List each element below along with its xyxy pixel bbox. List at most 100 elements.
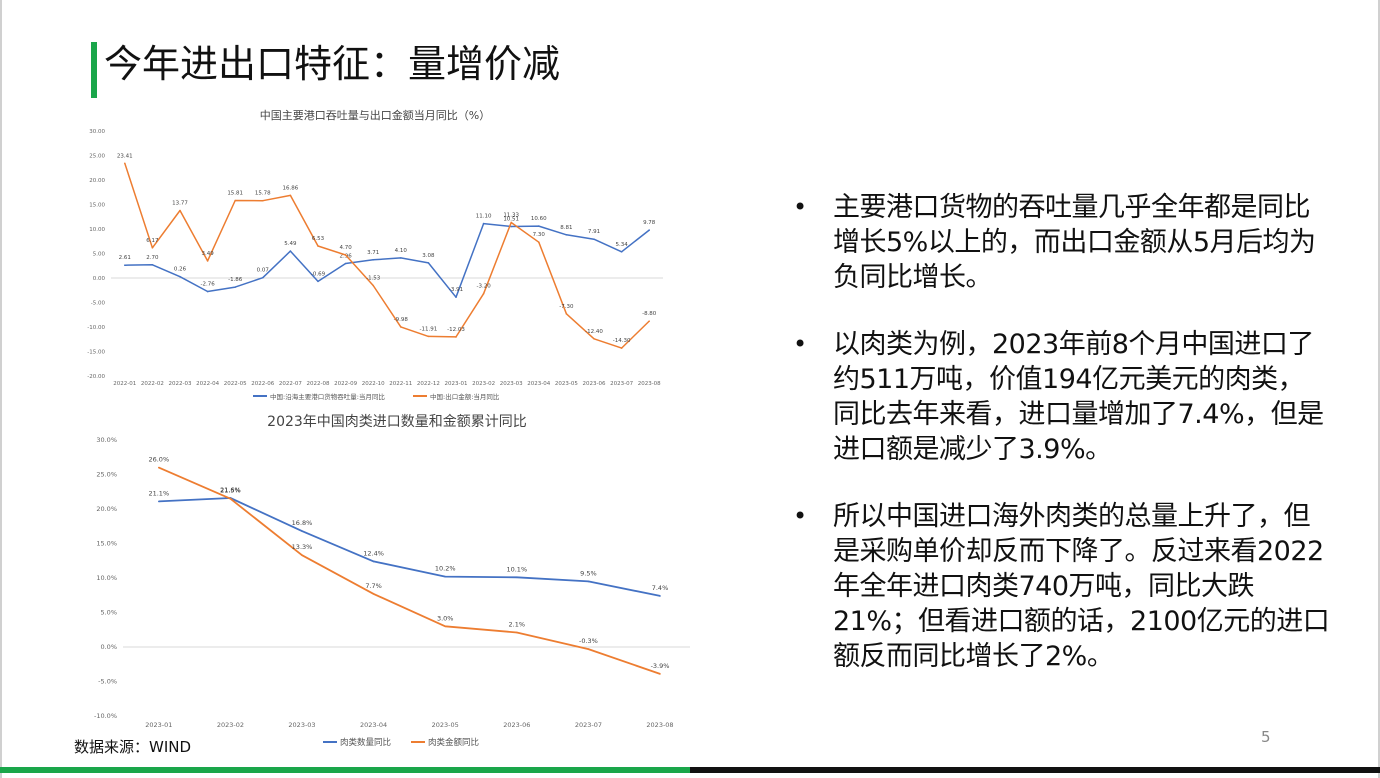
data-label: -14.30 (613, 338, 631, 344)
y-tick-label: -20.00 (87, 374, 105, 380)
y-tick-label: 0.00 (93, 276, 106, 282)
data-label: 16.8% (292, 519, 313, 527)
data-point (317, 280, 319, 283)
data-label: 15.81 (227, 191, 243, 197)
data-label: 3.49 (201, 251, 214, 257)
x-tick-label: 2023-08 (638, 381, 661, 387)
y-tick-label: -5.0% (98, 678, 117, 686)
bullet-dot-icon: • (793, 502, 807, 530)
data-label: 6.53 (312, 236, 325, 242)
x-tick-label: 2022-11 (389, 381, 412, 387)
data-point (289, 194, 292, 197)
data-point (565, 312, 568, 315)
x-tick-label: 2023-07 (610, 381, 633, 387)
series-line-blue (124, 222, 650, 298)
data-point (587, 580, 590, 583)
data-label: -3.20 (476, 284, 491, 290)
y-tick-label: 25.0% (96, 471, 117, 479)
chart-title: 2023年中国肉类进口数量和金额累计同比 (267, 414, 527, 430)
data-point (400, 257, 402, 259)
data-label: 2.70 (146, 255, 159, 261)
bullet-item: • 所以中国进口海外肉类的总量上升了，但是采购单价却反而下降了。反过来看2022… (790, 499, 1330, 674)
y-tick-label: 15.00 (89, 203, 105, 209)
legend-label: 中国:出口金额:当月同比 (430, 392, 500, 401)
y-tick-label: 25.00 (89, 154, 105, 160)
data-label: 8.81 (560, 225, 572, 231)
data-label: 10.51 (503, 217, 519, 223)
y-tick-label: -5.00 (91, 301, 106, 307)
x-tick-label: 2022-05 (224, 381, 247, 387)
data-label: 0.07 (257, 268, 270, 274)
y-tick-label: 15.0% (96, 540, 117, 548)
data-label: -12.03 (447, 327, 465, 333)
data-label: 7.4% (652, 584, 669, 592)
data-label: 11.10 (476, 214, 492, 220)
x-tick-label: 2022-02 (141, 381, 164, 387)
y-tick-label: 10.0% (96, 574, 117, 582)
data-point (516, 576, 518, 579)
data-label: -12.40 (585, 329, 603, 335)
data-point (229, 497, 232, 500)
series-line-blue (158, 497, 661, 597)
data-label: -3.91 (449, 287, 463, 293)
legend-label: 中国:沿海主要港口货物吞吐量:当月同比 (270, 392, 385, 401)
page-number: 5 (1261, 728, 1271, 746)
data-label: 6.17 (146, 238, 159, 244)
data-label: -0.3% (579, 637, 598, 645)
data-label: -11.91 (420, 326, 438, 332)
legend-label: 肉类金额同比 (428, 737, 479, 748)
slide-right-border (1378, 0, 1380, 778)
data-point (262, 199, 264, 202)
legend-label: 肉类数量同比 (340, 737, 391, 748)
data-label: 0.26 (174, 267, 187, 273)
data-point (372, 593, 375, 595)
data-point (444, 625, 447, 628)
bullet-dot-icon: • (793, 330, 807, 358)
data-label: -1.86 (228, 277, 243, 283)
data-point (538, 225, 540, 227)
footer-green-bar (0, 767, 690, 773)
data-point (317, 245, 319, 247)
x-tick-label: 2023-07 (575, 721, 602, 729)
y-tick-label: -10.00 (87, 325, 105, 331)
y-tick-label: 30.0% (96, 436, 117, 444)
data-point (234, 199, 236, 202)
data-point (301, 554, 303, 557)
data-point (659, 595, 661, 597)
data-label: 5.49 (284, 241, 297, 247)
data-point (400, 326, 402, 328)
data-label: 21.6% (220, 486, 241, 494)
x-tick-label: 2022-10 (362, 381, 385, 387)
data-label: 3.71 (367, 250, 379, 256)
y-tick-label: 20.0% (96, 505, 117, 513)
data-label: 23.41 (117, 153, 133, 159)
data-point (124, 264, 126, 267)
data-point (593, 337, 595, 340)
x-tick-label: 2022-04 (196, 381, 219, 387)
x-tick-label: 2023-06 (503, 721, 530, 729)
x-tick-label: 2023-08 (646, 721, 673, 729)
data-point (151, 263, 154, 266)
x-tick-label: 2023-01 (145, 721, 172, 729)
data-point (158, 466, 160, 469)
y-tick-label: 30.00 (89, 129, 105, 135)
data-label: 10.1% (506, 565, 527, 573)
data-point (516, 631, 518, 634)
slide-left-border (0, 0, 2, 778)
data-point (538, 241, 540, 244)
y-tick-label: 20.00 (89, 178, 105, 184)
data-label: 2.1% (509, 621, 526, 629)
data-point (206, 290, 209, 293)
data-point (587, 648, 590, 650)
bullet-item: • 主要港口货物的吞吐量几乎全年都是同比增长5%以上的，而出口金额从5月后均为负… (790, 190, 1330, 295)
data-label: 26.0% (148, 456, 169, 464)
data-label: -2.76 (200, 282, 215, 288)
y-tick-label: -15.00 (87, 350, 105, 356)
data-point (593, 238, 595, 241)
data-label: -0.69 (311, 271, 326, 277)
data-point (427, 335, 430, 338)
x-tick-label: 2023-02 (472, 381, 495, 387)
x-tick-label: 2023-04 (360, 721, 387, 729)
data-label: 10.60 (531, 216, 547, 222)
bullet-list: • 主要港口货物的吞吐量几乎全年都是同比增长5%以上的，而出口金额从5月后均为负… (790, 190, 1330, 706)
